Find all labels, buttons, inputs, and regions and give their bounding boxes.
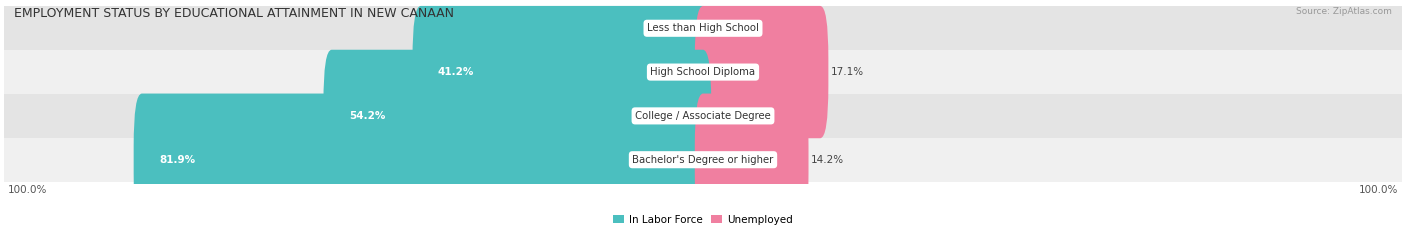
Text: Source: ZipAtlas.com: Source: ZipAtlas.com — [1296, 7, 1392, 16]
Text: Less than High School: Less than High School — [647, 23, 759, 33]
Text: 54.2%: 54.2% — [349, 111, 385, 121]
FancyBboxPatch shape — [323, 50, 711, 182]
Text: College / Associate Degree: College / Associate Degree — [636, 111, 770, 121]
Legend: In Labor Force, Unemployed: In Labor Force, Unemployed — [609, 211, 797, 229]
Text: 100.0%: 100.0% — [7, 185, 46, 195]
Text: 41.2%: 41.2% — [437, 67, 474, 77]
FancyBboxPatch shape — [695, 6, 828, 138]
Text: 0.0%: 0.0% — [666, 23, 693, 33]
FancyBboxPatch shape — [134, 93, 711, 226]
FancyBboxPatch shape — [695, 93, 808, 226]
Text: 100.0%: 100.0% — [1360, 185, 1399, 195]
Text: Bachelor's Degree or higher: Bachelor's Degree or higher — [633, 155, 773, 165]
Text: 14.2%: 14.2% — [811, 155, 844, 165]
Text: EMPLOYMENT STATUS BY EDUCATIONAL ATTAINMENT IN NEW CANAAN: EMPLOYMENT STATUS BY EDUCATIONAL ATTAINM… — [14, 7, 454, 20]
FancyBboxPatch shape — [412, 6, 711, 138]
Bar — [4, 6, 1402, 50]
Bar — [4, 138, 1402, 182]
Text: 0.0%: 0.0% — [713, 111, 740, 121]
Text: 0.0%: 0.0% — [713, 23, 740, 33]
Text: 17.1%: 17.1% — [831, 67, 863, 77]
Bar — [4, 50, 1402, 94]
Text: High School Diploma: High School Diploma — [651, 67, 755, 77]
Text: 81.9%: 81.9% — [159, 155, 195, 165]
Bar — [4, 94, 1402, 138]
